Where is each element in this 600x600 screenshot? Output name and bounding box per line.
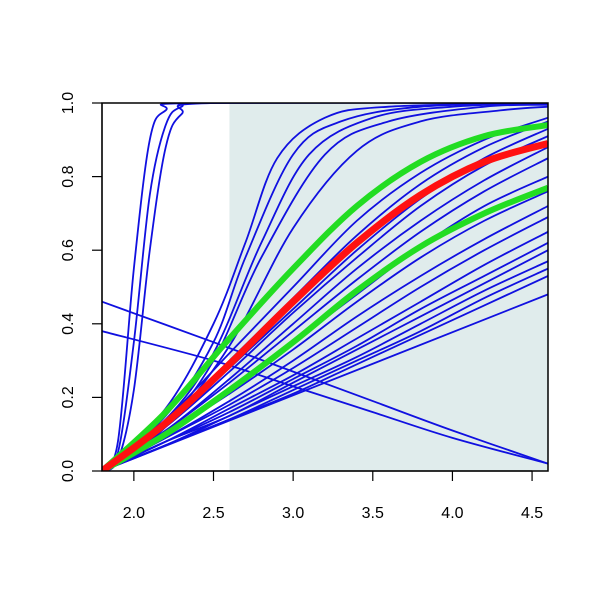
series-line-27: [102, 330, 548, 465]
series-line-14: [102, 157, 548, 471]
x-tick-label: 4.0: [441, 505, 463, 522]
x-tick-label: 3.5: [362, 505, 384, 522]
series-line-3: [102, 103, 548, 471]
y-tick-label: 0.8: [60, 165, 77, 187]
x-axis: 2.0 2.5 3.0 3.5 4.0 4.5: [123, 470, 543, 522]
series-line-18: [102, 216, 548, 471]
envelope-line-1: [102, 122, 548, 471]
y-tick-label: 0.2: [60, 386, 77, 408]
plot-background: [229, 103, 548, 471]
y-tick-label: 1.0: [60, 92, 77, 114]
series-line-26: [102, 300, 548, 465]
x-tick-label: 3.0: [282, 505, 304, 522]
series-line-2: [102, 103, 548, 471]
series-line-4: [102, 103, 548, 471]
y-tick-label: 0.6: [60, 239, 77, 261]
x-tick-label: 2.0: [123, 505, 145, 522]
curves-layer: [102, 103, 548, 471]
y-tick-label: 0.0: [60, 460, 77, 482]
envelope-line-2: [102, 184, 548, 471]
shaded-region: [229, 103, 548, 471]
x-tick-label: 4.5: [521, 505, 543, 522]
mean-line: [102, 140, 548, 471]
series-line-21: [102, 249, 548, 471]
y-axis: 0.0 0.2 0.4 0.6 0.8 1.0: [60, 92, 103, 482]
x-tick-label: 2.5: [202, 505, 224, 522]
y-tick-label: 0.4: [60, 313, 77, 335]
series-line-1: [102, 103, 548, 471]
